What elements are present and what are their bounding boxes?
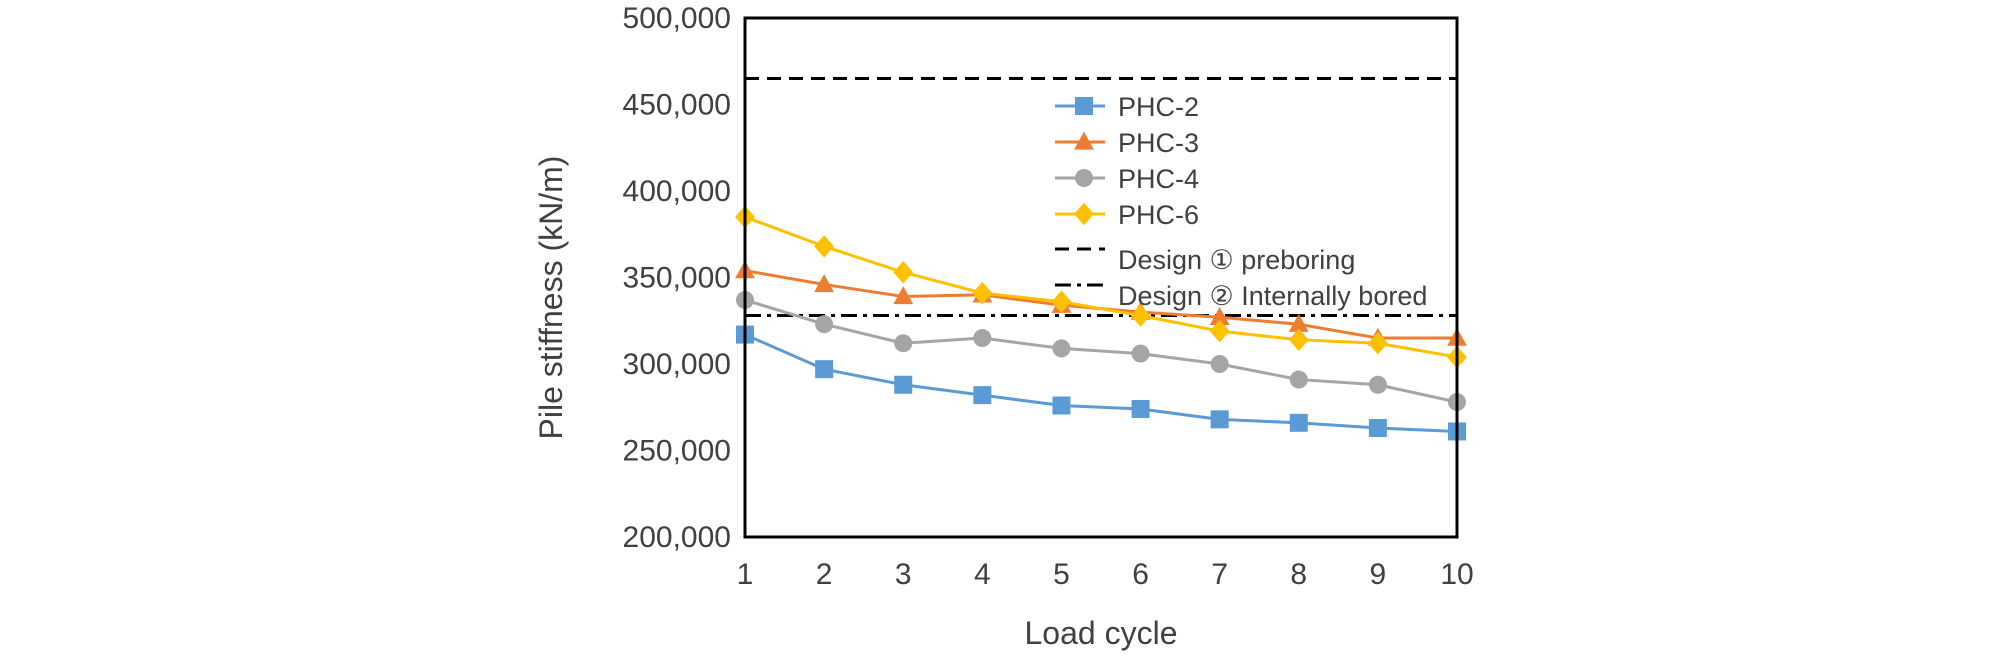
legend-marker (1075, 169, 1093, 187)
legend-label: PHC-4 (1118, 164, 1199, 194)
legend-marker (1074, 202, 1094, 226)
series-layer (735, 205, 1467, 441)
x-tick-label: 3 (895, 558, 912, 591)
legend-label: PHC-3 (1118, 128, 1199, 158)
x-tick-label: 9 (1370, 558, 1387, 591)
data-point-phc-4-4 (973, 329, 992, 348)
legend-entry-phc-2: PHC-2 (1055, 92, 1199, 122)
legend: PHC-2 PHC-3 PHC-4 PHC-6 Design ① preboring De… (1055, 92, 1427, 311)
data-point-phc-2-4 (973, 386, 992, 405)
x-axis-ticks: 1 2 3 4 5 6 7 8 9 10 (737, 558, 1474, 591)
data-point-phc-2-9 (1368, 419, 1387, 438)
y-tick-label: 200,000 (623, 521, 731, 554)
data-point-phc-6-4 (972, 281, 993, 305)
data-point-phc-3-7 (1209, 306, 1230, 325)
series-line-phc-6 (744, 215, 1458, 359)
data-point-phc-6-9 (1367, 331, 1388, 355)
x-tick-label: 7 (1211, 558, 1228, 591)
data-point-phc-4-6 (1131, 344, 1150, 363)
x-tick-label: 2 (816, 558, 833, 591)
data-point-phc-3-3 (893, 286, 914, 305)
x-tick-label: 1 (737, 558, 754, 591)
data-point-phc-2-2 (815, 360, 834, 379)
legend-marker (1074, 131, 1094, 150)
data-point-phc-6-6 (1130, 304, 1151, 327)
legend-entry-phc-4: PHC-4 (1055, 164, 1199, 194)
legend-label: Design ① preboring (1118, 245, 1355, 275)
data-point-phc-3-8 (1288, 313, 1309, 332)
data-point-phc-4-5 (1052, 339, 1071, 358)
series-phc-4 (736, 290, 1466, 412)
plot-area-border (743, 16, 1459, 539)
legend-marker (1075, 97, 1093, 115)
data-point-phc-3-2 (814, 274, 835, 293)
data-point-phc-6-8 (1288, 328, 1309, 352)
x-tick-label: 8 (1290, 558, 1307, 591)
x-tick-label: 4 (974, 558, 991, 591)
x-tick-label: 5 (1053, 558, 1070, 591)
data-point-phc-6-5 (1051, 290, 1072, 313)
data-point-phc-4-2 (815, 315, 834, 334)
x-axis-title: Load cycle (1025, 615, 1178, 651)
y-axis-title: Pile stiffness (kN/m) (533, 156, 569, 440)
data-point-phc-4-3 (894, 334, 913, 353)
series-line-phc-2 (744, 333, 1458, 433)
y-tick-label: 500,000 (623, 2, 731, 35)
y-tick-label: 400,000 (623, 175, 731, 208)
data-point-phc-6-2 (814, 235, 835, 258)
legend-label: PHC-6 (1118, 200, 1199, 230)
legend-entry-design-preboring: Design ① preboring (1055, 245, 1355, 275)
data-point-phc-6-3 (893, 261, 914, 284)
data-point-phc-2-5 (1052, 396, 1071, 415)
series-phc-6 (735, 205, 1467, 369)
legend-entry-design-internally-bored: Design ② Internally bored (1055, 281, 1427, 311)
x-tick-label: 10 (1440, 558, 1473, 591)
data-point-phc-2-7 (1210, 410, 1229, 429)
legend-label: PHC-2 (1118, 92, 1199, 122)
data-point-phc-4-7 (1210, 355, 1229, 373)
data-point-phc-4-8 (1289, 370, 1308, 389)
y-axis-ticks: 200,000 250,000 300,000 350,000 400,000 450,0… (623, 2, 731, 554)
y-tick-label: 300,000 (623, 348, 731, 381)
reference-lines (745, 77, 1457, 318)
legend-label: Design ② Internally bored (1118, 281, 1427, 311)
x-tick-label: 6 (1132, 558, 1149, 591)
legend-entry-phc-6: PHC-6 (1055, 200, 1199, 230)
y-tick-label: 350,000 (623, 262, 731, 295)
data-point-phc-6-7 (1209, 319, 1230, 343)
data-point-phc-2-3 (894, 375, 913, 394)
data-point-phc-2-8 (1289, 413, 1308, 432)
data-point-phc-4-9 (1368, 375, 1387, 394)
y-tick-label: 450,000 (623, 89, 731, 122)
legend-entry-phc-3: PHC-3 (1055, 128, 1199, 158)
y-tick-label: 250,000 (623, 435, 731, 468)
data-point-phc-2-6 (1131, 399, 1150, 418)
series-line-phc-4 (744, 298, 1458, 404)
